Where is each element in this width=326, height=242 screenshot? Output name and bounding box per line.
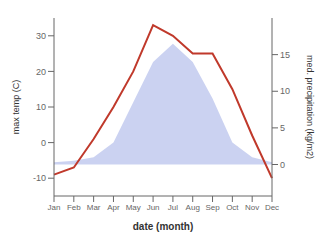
svg-text:10: 10 [280,86,290,96]
svg-text:date (month): date (month) [133,221,194,232]
svg-text:Sep: Sep [205,203,220,212]
svg-text:30: 30 [36,31,46,41]
svg-text:Dec: Dec [265,203,279,212]
svg-text:Apr: Apr [107,203,120,212]
svg-text:-10: -10 [33,173,46,183]
svg-text:Mar: Mar [87,203,101,212]
svg-text:max temp (C): max temp (C) [11,80,21,135]
svg-text:15: 15 [280,50,290,60]
svg-text:Jun: Jun [147,203,160,212]
svg-text:Jul: Jul [168,203,178,212]
svg-text:10: 10 [36,102,46,112]
svg-text:May: May [126,203,141,212]
svg-text:20: 20 [36,67,46,77]
svg-text:Jan: Jan [48,203,61,212]
svg-text:Aug: Aug [186,203,200,212]
svg-text:Oct: Oct [226,203,239,212]
svg-text:0: 0 [280,160,285,170]
svg-text:Feb: Feb [67,203,81,212]
svg-text:med. precipitation (kg/m2): med. precipitation (kg/m2) [305,55,315,159]
svg-text:Nov: Nov [245,203,259,212]
svg-text:0: 0 [41,138,46,148]
svg-text:5: 5 [280,123,285,133]
